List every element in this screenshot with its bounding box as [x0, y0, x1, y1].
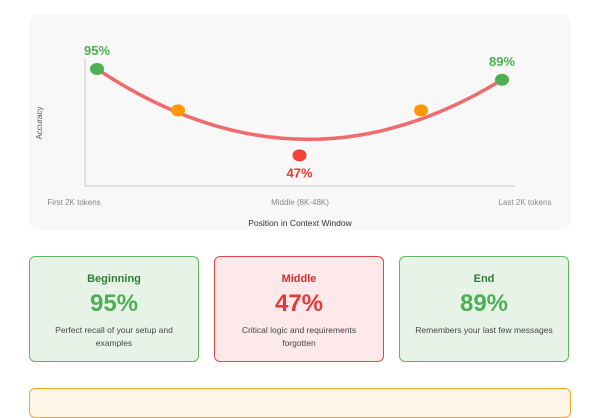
card-middle-title: Middle	[281, 273, 317, 285]
data-labels: 95% 47% 89%	[84, 43, 515, 180]
card-end-title: End	[473, 273, 495, 285]
y-axis-label: Accuracy	[35, 107, 44, 140]
card-end: End 89% Remembers your last few messages	[399, 256, 569, 362]
card-middle: Middle 47% Critical logic and requiremen…	[214, 256, 384, 362]
point-end	[495, 73, 509, 86]
tick-last: Last 2K tokens	[499, 198, 552, 207]
card-end-value: 89%	[459, 290, 509, 317]
point-start	[90, 63, 104, 75]
chart-panel: 95% 47% 89% First 2K tokens Middle (8K-48K)…	[29, 14, 571, 230]
point-early	[171, 104, 185, 117]
card-middle-value: 47%	[274, 290, 324, 317]
card-middle-description: Critical logic and requirements forgotte…	[241, 325, 357, 348]
card-beginning-description: Perfect recall of your setup and example…	[55, 325, 173, 348]
note-box	[29, 388, 571, 418]
accuracy-curve	[95, 67, 504, 141]
tick-middle: Middle (8K-48K)	[271, 198, 329, 207]
label-start: 95%	[84, 43, 110, 58]
card-beginning-title: Beginning	[87, 273, 141, 285]
x-tick-labels: First 2K tokens Middle (8K-48K) Last 2K to…	[47, 198, 551, 207]
x-axis-label: Position in Context Window	[248, 218, 352, 228]
label-end: 89%	[489, 54, 515, 69]
label-middle: 47%	[286, 165, 312, 180]
accuracy-chart: 95% 47% 89% First 2K tokens Middle (8K-48K)…	[35, 43, 551, 228]
tick-first: First 2K tokens	[47, 198, 100, 207]
card-beginning-value: 95%	[89, 290, 139, 317]
point-middle	[292, 149, 307, 162]
card-end-description: Remembers your last few messages	[415, 325, 553, 335]
data-points	[90, 63, 509, 162]
card-beginning: Beginning 95% Perfect recall of your set…	[29, 256, 199, 362]
point-late	[414, 104, 428, 117]
